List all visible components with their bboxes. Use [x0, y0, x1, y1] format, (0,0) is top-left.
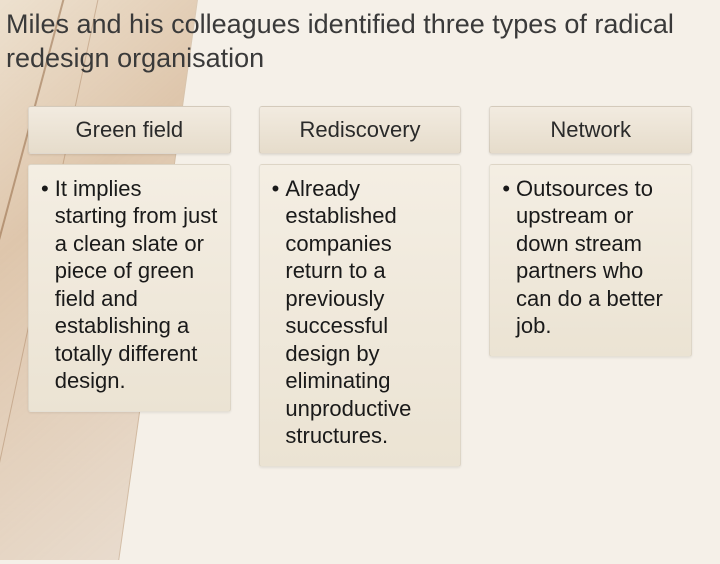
column-body: • It implies starting from just a clean … — [28, 164, 231, 412]
bullet-text: It implies starting from just a clean sl… — [55, 175, 218, 395]
page-title: Miles and his colleagues identified thre… — [6, 8, 714, 76]
column-header: Network — [489, 106, 692, 154]
bullet-item: • It implies starting from just a clean … — [41, 175, 218, 395]
column-header: Rediscovery — [259, 106, 462, 154]
slide-content: Miles and his colleagues identified thre… — [0, 0, 720, 475]
column-network: Network • Outsources to upstream or down… — [489, 106, 692, 467]
column-header: Green field — [28, 106, 231, 154]
column-body: • Already established companies return t… — [259, 164, 462, 467]
column-rediscovery: Rediscovery • Already established compan… — [259, 106, 462, 467]
columns-container: Green field • It implies starting from j… — [6, 106, 714, 467]
column-green-field: Green field • It implies starting from j… — [28, 106, 231, 467]
bullet-icon: • — [502, 175, 516, 340]
bullet-icon: • — [41, 175, 55, 395]
column-body: • Outsources to upstream or down stream … — [489, 164, 692, 357]
bullet-item: • Outsources to upstream or down stream … — [502, 175, 679, 340]
bullet-text: Already established companies return to … — [285, 175, 448, 450]
bullet-item: • Already established companies return t… — [272, 175, 449, 450]
bullet-icon: • — [272, 175, 286, 450]
bullet-text: Outsources to upstream or down stream pa… — [516, 175, 679, 340]
